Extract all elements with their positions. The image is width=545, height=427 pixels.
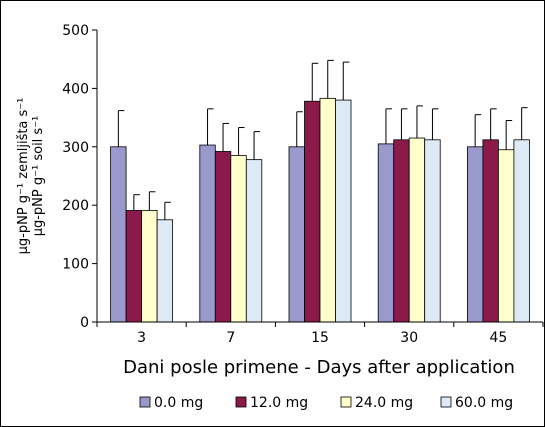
x-axis-label: Dani posle primene - Days after applicat… [123, 357, 515, 378]
bar-0-0-mg-day-3 [110, 146, 127, 323]
bar-12-0-mg-day-7 [214, 151, 232, 323]
axes-layer [96, 30, 543, 323]
x-tick-label: 45 [489, 330, 507, 346]
bar-24-0-mg-day-7 [230, 155, 247, 323]
y-tick-label: 300 [62, 140, 89, 156]
bar-12-0-mg-day-15 [304, 100, 321, 323]
bar-60-0-mg-day-45 [513, 139, 530, 323]
y-tick-label: 400 [62, 81, 89, 97]
bar-0-0-mg-day-7 [199, 144, 216, 323]
bar-60-0-mg-day-7 [245, 159, 263, 323]
x-tick-label: 30 [400, 330, 418, 346]
bar-0-0-mg-day-45 [466, 146, 484, 323]
legend-label: 60.0 mg [455, 395, 513, 411]
legend-label: 0.0 mg [154, 395, 203, 411]
bar-12-0-mg-day-3 [125, 210, 142, 323]
bar-24-0-mg-day-15 [319, 97, 336, 323]
bar-24-0-mg-day-45 [497, 149, 515, 323]
y-axis-label-line-2: µg-pNP g⁻¹ soil s⁻¹ [31, 116, 46, 237]
legend-swatch [340, 396, 352, 408]
bar-24-0-mg-day-3 [141, 210, 158, 323]
bar-60-0-mg-day-30 [424, 139, 441, 323]
legend-swatch [440, 396, 452, 408]
bar-24-0-mg-day-30 [408, 137, 426, 323]
x-tick-label: 7 [226, 330, 235, 346]
bar-60-0-mg-day-15 [335, 99, 352, 323]
legend-label: 12.0 mg [250, 395, 308, 411]
legend-label: 24.0 mg [355, 395, 413, 411]
y-tick-label: 100 [62, 257, 89, 273]
legend: 0.0 mg 12.0 mg 24.0 mg 60.0 mg [139, 395, 513, 411]
bar-12-0-mg-day-45 [482, 139, 499, 323]
legend-swatch [235, 396, 247, 408]
y-ticks-layer: 0 100 200 300 400 500 [62, 23, 97, 331]
x-tick-label: 15 [311, 330, 329, 346]
y-axis-label-line-1: µg-pNP g⁻¹ zemljišta s⁻¹ [16, 98, 31, 255]
legend-swatch [139, 396, 151, 408]
y-tick-label: 0 [80, 315, 89, 331]
bar-12-0-mg-day-30 [393, 139, 410, 323]
y-tick-label: 500 [62, 23, 89, 39]
x-ticks-layer: 3 7 15 30 45 [96, 322, 544, 346]
bars-layer [110, 59, 530, 323]
x-tick-label: 3 [137, 330, 146, 346]
bar-0-0-mg-day-30 [377, 143, 395, 323]
bar-60-0-mg-day-3 [156, 219, 174, 323]
y-tick-label: 200 [62, 198, 89, 214]
bar-0-0-mg-day-15 [288, 146, 305, 323]
